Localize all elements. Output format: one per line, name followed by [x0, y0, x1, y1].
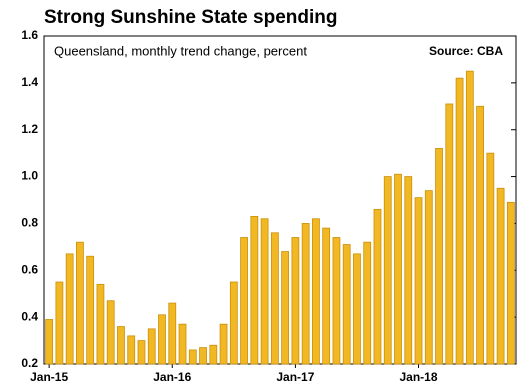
chart-title: Strong Sunshine State spending — [44, 7, 337, 28]
bar — [465, 70, 474, 365]
bar — [424, 190, 433, 365]
bar — [55, 281, 64, 365]
bar — [270, 232, 279, 365]
bar — [373, 208, 382, 365]
bar — [117, 326, 125, 365]
bar — [445, 103, 454, 365]
bar — [486, 152, 495, 365]
bar — [178, 323, 187, 365]
bar — [404, 176, 413, 365]
bar — [363, 241, 372, 365]
plot-frame — [43, 35, 517, 365]
bar — [342, 244, 351, 365]
bar — [383, 176, 392, 365]
bar — [86, 255, 95, 365]
bar — [353, 253, 361, 365]
chart-subtitle: Queensland, monthly trend change, percen… — [54, 43, 307, 58]
bar — [455, 77, 464, 365]
y-tick-label: 0.4 — [21, 309, 38, 323]
bar — [199, 347, 207, 365]
bar — [322, 227, 331, 365]
y-tick-label: 1.0 — [21, 169, 38, 183]
source-note: Source: CBA — [429, 44, 503, 58]
bar — [394, 173, 402, 365]
bar — [414, 197, 423, 365]
bar — [240, 237, 248, 365]
bar — [291, 237, 300, 365]
y-tick-label: 1.6 — [21, 28, 38, 42]
y-tick-label: 0.6 — [21, 262, 38, 276]
bar — [312, 218, 320, 365]
bar — [168, 302, 177, 365]
bar — [496, 187, 505, 365]
bar — [147, 328, 156, 365]
y-tick-label: 0.8 — [21, 216, 38, 230]
bar — [209, 344, 218, 365]
bar — [96, 283, 105, 365]
bar — [435, 148, 443, 365]
x-tick-label: Jan-15 — [30, 370, 68, 384]
bar — [65, 253, 74, 365]
bar — [188, 349, 197, 365]
y-tick-label: 0.2 — [21, 356, 38, 370]
bar — [476, 105, 484, 365]
bar — [127, 335, 136, 365]
x-tick-label: Jan-17 — [276, 370, 314, 384]
bar — [45, 319, 54, 365]
bar — [76, 241, 84, 365]
bar — [250, 215, 259, 365]
y-tick-label: 1.2 — [21, 122, 38, 136]
bar — [332, 237, 341, 365]
bar — [301, 223, 310, 365]
bar — [219, 323, 228, 365]
x-tick-label: Jan-18 — [400, 370, 438, 384]
bar — [106, 300, 115, 365]
bar — [506, 201, 515, 365]
bar — [281, 251, 290, 365]
bar — [260, 218, 269, 365]
bar — [137, 340, 146, 365]
bar — [158, 314, 166, 365]
y-tick-label: 1.4 — [21, 75, 38, 89]
x-tick-label: Jan-16 — [153, 370, 191, 384]
bar — [229, 281, 238, 365]
